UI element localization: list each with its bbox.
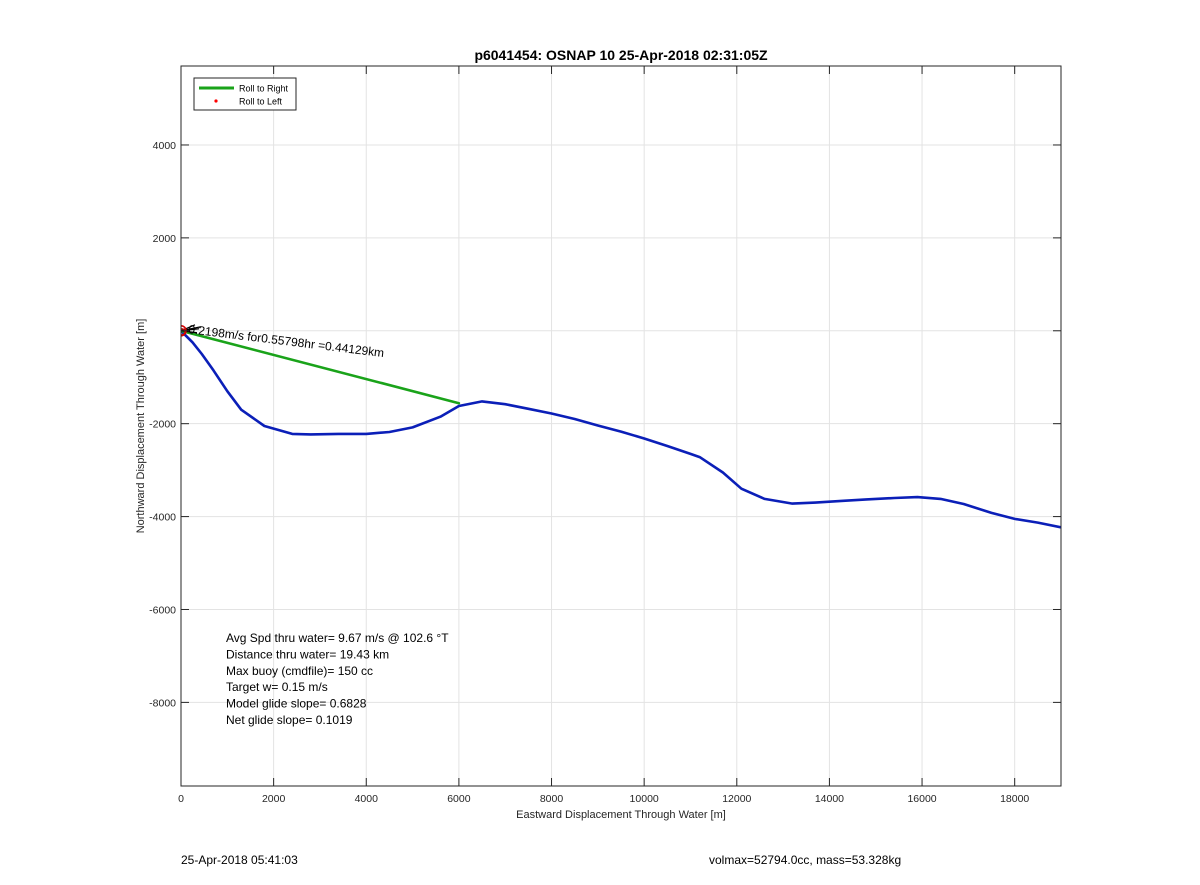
series-line-0 — [181, 329, 1061, 529]
legend-label: Roll to Right — [239, 84, 289, 94]
x-tick-label: 4000 — [355, 793, 379, 805]
legend-swatch-dot — [214, 99, 218, 103]
stats-line: Model glide slope= 0.6828 — [226, 697, 367, 711]
y-axis-label: Northward Displacement Through Water [m] — [135, 319, 147, 534]
y-tick-label: 2000 — [153, 233, 177, 245]
x-tick-label: 6000 — [447, 793, 471, 805]
stats-line: Target w= 0.15 m/s — [226, 680, 328, 694]
start-marker-inner — [181, 328, 186, 336]
stats-line: Max buoy (cmdfile)= 150 cc — [226, 664, 373, 678]
x-tick-label: 12000 — [722, 793, 751, 805]
footer-timestamp: 25-Apr-2018 05:41:03 — [181, 853, 298, 867]
stats-line: Net glide slope= 0.1019 — [226, 713, 353, 727]
stats-line: Distance thru water= 19.43 km — [226, 647, 389, 661]
x-axis-label: Eastward Displacement Through Water [m] — [516, 809, 726, 821]
x-tick-label: 14000 — [815, 793, 844, 805]
plot-area — [181, 66, 1061, 786]
x-tick-label: 16000 — [907, 793, 936, 805]
legend-label: Roll to Left — [239, 97, 283, 107]
y-tick-label: -2000 — [149, 419, 176, 431]
chart-title: p6041454: OSNAP 10 25-Apr-2018 02:31:05Z — [474, 47, 768, 63]
legend-box — [193, 77, 297, 111]
stats-line: Avg Spd thru water= 9.67 m/s @ 102.6 °T — [226, 631, 449, 645]
y-tick-label: 4000 — [153, 140, 177, 152]
series-line-1 — [181, 329, 461, 405]
y-tick-label: -4000 — [149, 512, 176, 524]
axes-box — [180, 65, 1062, 787]
x-tick-label: 18000 — [1000, 793, 1029, 805]
y-tick-label: -8000 — [149, 697, 176, 709]
y-tick-label: -6000 — [149, 604, 176, 616]
x-tick-label: 2000 — [262, 793, 286, 805]
x-tick-label: 8000 — [540, 793, 564, 805]
footer-vehicle-info: volmax=52794.0cc, mass=53.328kg — [709, 853, 902, 867]
x-tick-label: 10000 — [630, 793, 659, 805]
x-tick-label: 0 — [178, 793, 184, 805]
